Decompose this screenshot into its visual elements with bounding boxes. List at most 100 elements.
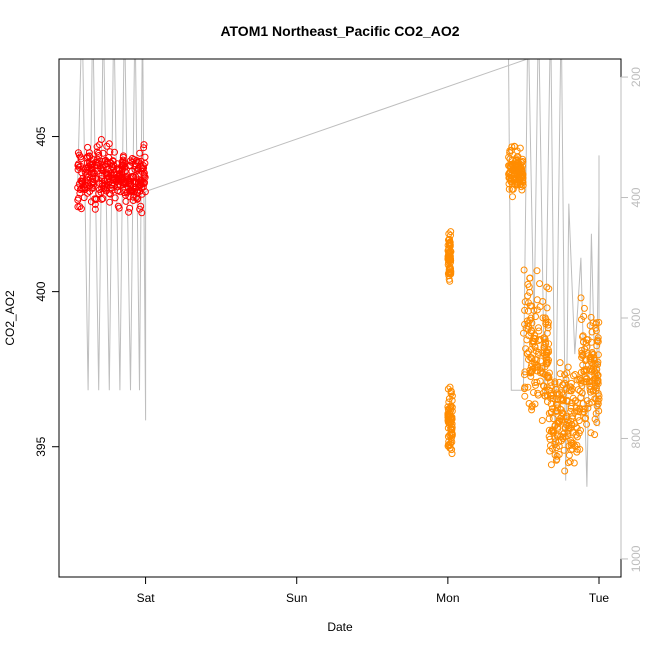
data-point-red [90, 169, 97, 177]
y-tick-label-400: 400 [34, 281, 48, 301]
x-axis-label: Date [327, 620, 353, 634]
x-tick-label-sun: Sun [286, 591, 307, 605]
data-point-orange [586, 377, 594, 385]
data-point-orange [521, 368, 529, 376]
data-point-orange [583, 343, 591, 351]
data-point-orange [586, 382, 594, 390]
data-point-orange [446, 250, 453, 257]
data-point-orange [577, 394, 585, 401]
data-point-orange [553, 401, 560, 409]
data-point-red [79, 185, 87, 193]
data-point-red [122, 172, 130, 180]
data-point-orange [543, 360, 551, 368]
data-point-orange [535, 324, 542, 332]
data-point-red [138, 209, 146, 217]
data-point-red [106, 198, 114, 206]
data-point-orange [593, 419, 601, 426]
data-point-orange [594, 400, 602, 408]
data-point-orange [584, 404, 592, 412]
data-point-orange [587, 429, 595, 437]
data-point-orange [577, 294, 585, 302]
data-point-orange [579, 332, 587, 340]
data-point-red [121, 168, 129, 175]
data-point-orange [521, 385, 528, 393]
data-point-orange [563, 396, 571, 404]
data-point-orange [592, 410, 600, 417]
data-point-orange [580, 312, 588, 320]
data-point-red [130, 188, 138, 196]
data-point-orange [514, 153, 522, 161]
data-point-orange [508, 185, 516, 193]
data-point-orange [528, 406, 536, 414]
data-point-orange [445, 239, 453, 247]
data-point-red [95, 149, 102, 157]
data-point-red [102, 161, 110, 168]
data-point-red [77, 205, 85, 213]
data-point-orange [593, 319, 600, 327]
data-point-orange [506, 155, 514, 163]
data-point-orange [447, 231, 454, 239]
data-point-orange [523, 336, 531, 344]
data-point-orange [545, 340, 553, 348]
data-point-red [138, 165, 146, 173]
data-point-red [141, 173, 149, 181]
data-point-red [136, 149, 144, 157]
data-point-red [127, 182, 135, 190]
data-point-red [119, 153, 127, 161]
data-point-orange [448, 413, 456, 421]
data-point-red [83, 173, 91, 181]
data-point-orange [553, 385, 561, 393]
data-point-orange [554, 420, 562, 427]
x-tick-label-mon: Mon [436, 591, 459, 605]
data-point-red [110, 165, 118, 173]
data-point-orange [517, 174, 525, 182]
data-point-red [135, 157, 143, 165]
data-point-red [104, 170, 112, 178]
data-point-red [91, 205, 99, 213]
data-point-red [113, 170, 121, 178]
data-point-orange [577, 377, 585, 385]
data-point-orange [444, 424, 452, 432]
data-point-red [89, 184, 97, 192]
data-point-red [136, 205, 144, 213]
data-point-orange [524, 292, 532, 300]
data-point-red [129, 183, 137, 191]
data-point-red [140, 144, 148, 152]
data-point-orange [554, 396, 562, 404]
data-point-orange [547, 378, 555, 386]
data-point-orange [552, 438, 560, 446]
data-point-orange [445, 252, 453, 260]
data-point-orange [444, 385, 452, 393]
altitude-line [77, 59, 600, 487]
data-point-orange [589, 319, 597, 327]
data-point-red [93, 175, 101, 183]
data-point-orange [569, 428, 577, 436]
data-point-orange [542, 320, 550, 328]
data-point-orange [591, 431, 599, 439]
data-point-red [133, 195, 141, 203]
y-tick-label-405: 405 [34, 126, 48, 146]
data-point-orange [530, 306, 538, 314]
data-point-orange [590, 364, 597, 372]
data-point-orange [529, 338, 537, 346]
data-point-orange [561, 467, 569, 475]
data-point-orange [588, 328, 596, 336]
data-point-orange [568, 440, 576, 447]
data-point-orange [543, 283, 551, 291]
data-point-orange [591, 370, 599, 378]
data-point-orange [542, 316, 550, 324]
data-point-red [105, 154, 113, 161]
data-point-orange [528, 354, 535, 362]
data-point-orange [448, 397, 456, 404]
data-point-orange [577, 379, 585, 387]
data-point-red [105, 175, 113, 183]
data-point-orange [524, 280, 532, 288]
data-point-red [83, 166, 91, 174]
data-point-orange [567, 407, 575, 415]
data-point-red [130, 156, 138, 163]
data-point-orange [505, 185, 513, 193]
data-point-red [74, 203, 82, 211]
data-point-orange [567, 402, 575, 410]
data-point-orange [538, 417, 546, 424]
y2-tick-label-1000: 1000 [629, 545, 643, 572]
